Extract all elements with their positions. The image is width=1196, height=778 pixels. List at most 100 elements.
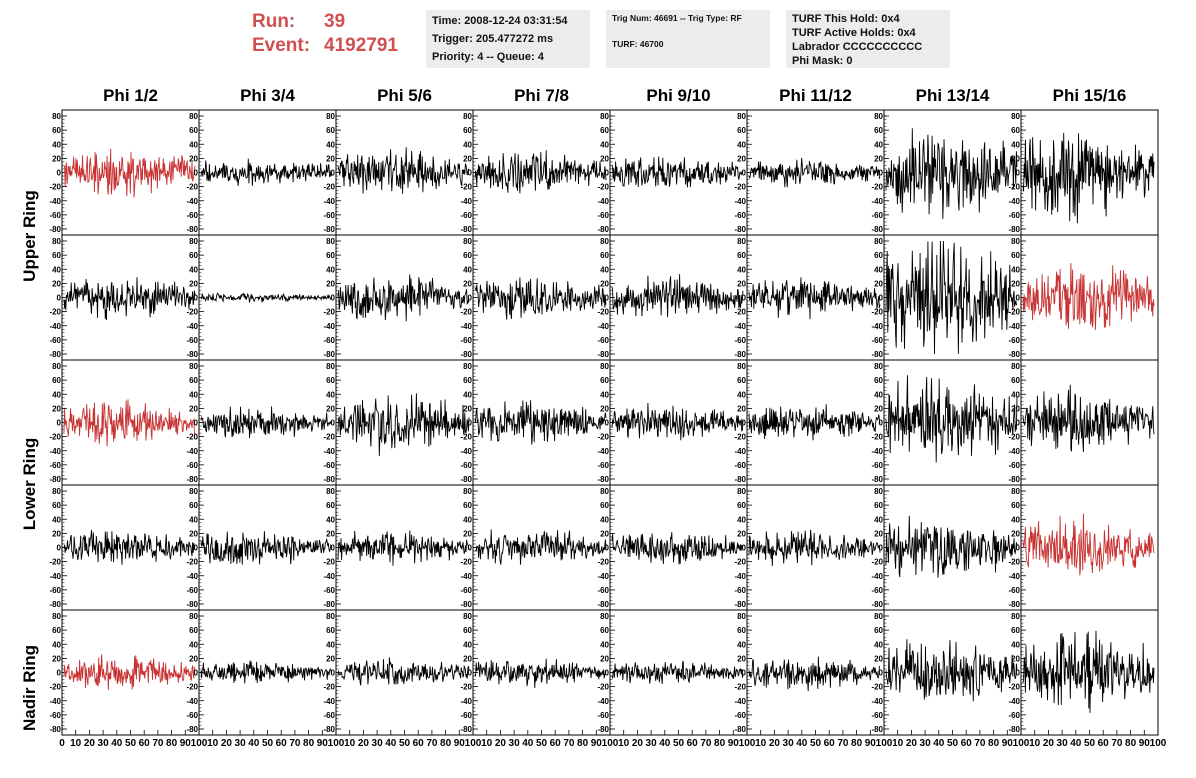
y-tick-label: 0 (194, 294, 199, 303)
y-tick-label: 40 (52, 390, 61, 399)
y-tick-label: -20 (871, 433, 883, 442)
y-tick-label: -20 (597, 683, 609, 692)
y-tick-label: 40 (463, 140, 472, 149)
panel-frame (335, 359, 474, 486)
x-tick-label: 90 (454, 738, 466, 749)
y-tick-label: -40 (49, 197, 61, 206)
y-tick-label: 40 (737, 265, 746, 274)
y-tick-label: 20 (1011, 654, 1020, 663)
y-tick-label: 40 (600, 640, 609, 649)
x-tick-label: 80 (1125, 738, 1137, 749)
y-tick-label: 40 (52, 140, 61, 149)
y-tick-label: 20 (1011, 154, 1020, 163)
y-tick-label: -60 (597, 711, 609, 720)
y-tick-label: 0 (1016, 294, 1021, 303)
y-tick-label: 60 (600, 126, 609, 135)
x-tick-label: 30 (235, 738, 247, 749)
y-tick-label: -60 (186, 461, 198, 470)
y-tick-label: 60 (463, 626, 472, 635)
y-tick-label: 60 (1011, 501, 1020, 510)
y-tick-label: -40 (734, 697, 746, 706)
y-tick-label: 20 (463, 279, 472, 288)
y-tick-label: -40 (1008, 197, 1020, 206)
y-tick-label: -60 (323, 586, 335, 595)
y-tick-label: -20 (1008, 683, 1020, 692)
x-tick-label: 70 (837, 738, 849, 749)
y-tick-label: -60 (734, 461, 746, 470)
y-tick-label: 80 (737, 362, 746, 371)
y-tick-label: -40 (49, 322, 61, 331)
waveform-line (611, 660, 744, 685)
y-tick-label: -80 (49, 475, 61, 484)
y-tick-label: 40 (463, 390, 472, 399)
y-tick-label: 0 (468, 294, 473, 303)
y-tick-label: -40 (1008, 697, 1020, 706)
x-tick-label: 60 (276, 738, 288, 749)
y-tick-label: 80 (874, 487, 883, 496)
x-tick-label: 80 (988, 738, 1000, 749)
x-tick-label: 50 (1084, 738, 1096, 749)
y-tick-label: 20 (189, 404, 198, 413)
y-tick-label: 20 (189, 654, 198, 663)
y-tick-label: 40 (737, 515, 746, 524)
waveform-line (611, 532, 744, 565)
waveform-line (337, 274, 470, 322)
y-tick-label: -60 (460, 711, 472, 720)
y-tick-label: 40 (600, 515, 609, 524)
x-tick-label: 10 (344, 738, 356, 749)
x-tick-label: 20 (769, 738, 781, 749)
y-tick-label: 20 (326, 404, 335, 413)
y-tick-label: 0 (742, 294, 747, 303)
y-tick-label: 20 (189, 154, 198, 163)
waveform-line (1022, 132, 1155, 224)
x-tick-label: 20 (906, 738, 918, 749)
y-tick-label: -40 (186, 197, 198, 206)
y-tick-label: 60 (600, 376, 609, 385)
y-tick-label: 20 (600, 529, 609, 538)
y-tick-label: 60 (874, 376, 883, 385)
event-value: 4192791 (324, 35, 398, 56)
y-tick-label: -80 (871, 350, 883, 359)
x-tick-label: 40 (522, 738, 534, 749)
y-tick-label: 60 (52, 626, 61, 635)
labrador-text: Labrador CCCCCCCCCC (792, 41, 923, 53)
y-tick-label: -40 (460, 447, 472, 456)
y-tick-label: 40 (1011, 515, 1020, 524)
y-tick-label: 0 (1016, 169, 1021, 178)
y-tick-label: -20 (597, 308, 609, 317)
y-tick-label: 0 (605, 669, 610, 678)
y-tick-label: 40 (189, 390, 198, 399)
y-tick-label: 60 (737, 126, 746, 135)
y-tick-label: -60 (1008, 711, 1020, 720)
y-tick-label: -80 (871, 225, 883, 234)
y-tick-label: -60 (186, 336, 198, 345)
turf-info-box: TURF This Hold: 0x4 TURF Active Holds: 0… (786, 10, 950, 68)
y-tick-label: 20 (874, 404, 883, 413)
y-tick-label: -20 (460, 433, 472, 442)
y-tick-label: -60 (49, 211, 61, 220)
y-tick-label: -20 (49, 183, 61, 192)
y-tick-label: 20 (52, 654, 61, 663)
x-tick-label: 70 (700, 738, 712, 749)
y-tick-label: -20 (734, 308, 746, 317)
y-tick-label: 20 (189, 279, 198, 288)
y-tick-label: -60 (186, 711, 198, 720)
y-tick-label: 40 (874, 265, 883, 274)
y-tick-label: -80 (597, 725, 609, 734)
y-tick-label: -60 (186, 586, 198, 595)
y-tick-label: 0 (1016, 419, 1021, 428)
waveform-line (885, 240, 1018, 355)
y-tick-label: 80 (463, 362, 472, 371)
y-tick-label: 80 (189, 237, 198, 246)
x-tick-label: 50 (673, 738, 685, 749)
y-tick-label: -80 (323, 725, 335, 734)
y-tick-label: -40 (460, 697, 472, 706)
y-tick-label: 0 (57, 294, 62, 303)
y-tick-label: -40 (186, 447, 198, 456)
y-tick-label: 20 (874, 654, 883, 663)
y-tick-label: 80 (463, 112, 472, 121)
x-tick-label: 30 (783, 738, 795, 749)
y-tick-label: 80 (737, 237, 746, 246)
waveform-line (200, 158, 333, 186)
y-tick-label: -20 (323, 183, 335, 192)
